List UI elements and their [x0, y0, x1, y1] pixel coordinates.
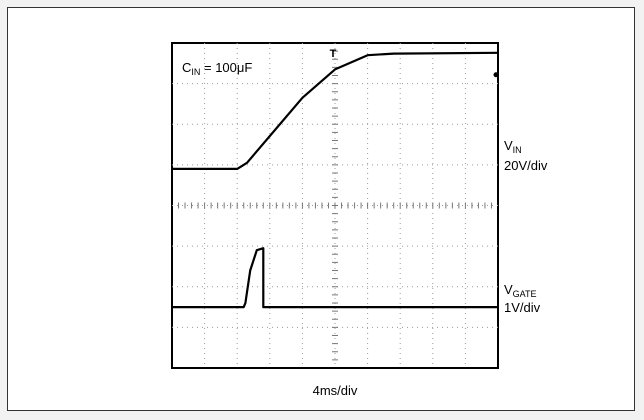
- series-label-vin: VIN: [504, 138, 522, 155]
- cin-annotation-sub: IN: [191, 67, 200, 77]
- series-label-vgate-main: V: [504, 282, 513, 297]
- cin-annotation: CIN = 100μF: [182, 60, 252, 77]
- traces: [172, 51, 499, 309]
- series-scale-vgate: 1V/div: [504, 300, 541, 315]
- grid: [172, 43, 498, 368]
- trace-vin: [172, 51, 499, 170]
- series-label-vgate-sub: GATE: [513, 289, 537, 299]
- cin-annotation-rest: = 100μF: [200, 60, 252, 75]
- x-axis-label: 4ms/div: [313, 383, 358, 398]
- trace-vgate: [172, 247, 498, 309]
- series-scale-vin: 20V/div: [504, 158, 548, 173]
- series-label-vin-main: V: [504, 138, 513, 153]
- cin-annotation-main: C: [182, 60, 191, 75]
- series-label-vgate: VGATE: [504, 282, 537, 299]
- series-label-vin-sub: IN: [513, 145, 522, 155]
- vin-channel-marker: [493, 72, 499, 78]
- trigger-marker: T: [330, 48, 337, 60]
